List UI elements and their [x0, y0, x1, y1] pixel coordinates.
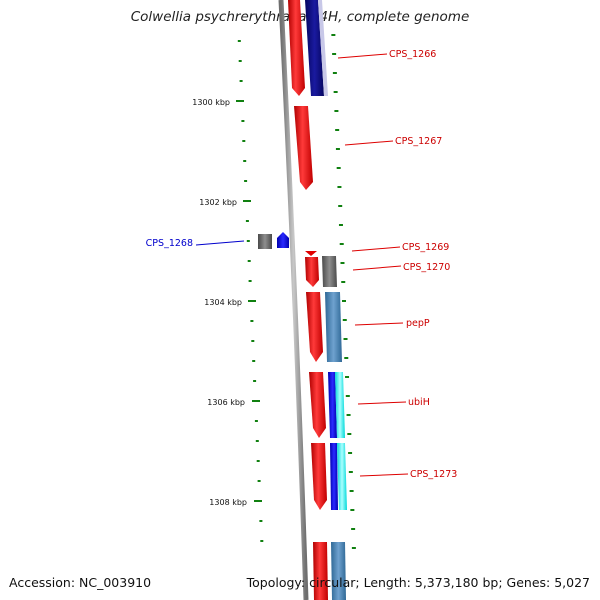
minor-tick: [346, 414, 351, 416]
leader-cps-1266: [337, 53, 388, 59]
gene-cps-1269-arrow[interactable]: [305, 251, 317, 256]
gene-cps-1273-arrow[interactable]: [311, 443, 327, 510]
minor-tick: [348, 452, 353, 454]
minor-tick: [254, 420, 258, 422]
minor-tick: [257, 480, 261, 482]
minor-tick: [253, 380, 257, 382]
minor-tick: [238, 60, 242, 62]
minor-tick: [247, 260, 251, 262]
minor-tick: [243, 160, 247, 162]
leader-pepp: [354, 322, 404, 326]
minor-tick: [335, 129, 340, 131]
major-tick-1306: [252, 400, 260, 402]
minor-tick: [343, 338, 348, 340]
minor-tick: [252, 360, 256, 362]
gene-pepp-arrow[interactable]: [306, 292, 323, 362]
minor-tick: [331, 34, 336, 36]
gene-cps-1266-arrow[interactable]: [288, 0, 305, 96]
minor-tick: [332, 72, 337, 74]
gene-label-cps-1273[interactable]: CPS_1273: [410, 469, 457, 480]
gene-label-cps-1270[interactable]: CPS_1270: [403, 262, 450, 273]
leader-cps-1270: [352, 265, 402, 271]
gene-cps-1270-homolog: [322, 256, 337, 287]
minor-tick: [245, 220, 249, 222]
minor-tick: [237, 40, 241, 42]
leader-cps-1269: [351, 246, 401, 252]
minor-tick: [347, 433, 352, 435]
gene-next-homolog: [331, 542, 346, 600]
leader-cps-1267: [344, 140, 394, 146]
scale-ticks: [237, 34, 356, 549]
minor-tick: [248, 280, 252, 282]
minor-tick: [259, 520, 263, 522]
gene-pepp-homolog: [325, 292, 342, 362]
minor-tick: [340, 262, 345, 264]
genome-backbone: [278, 0, 309, 600]
minor-tick: [351, 547, 356, 549]
minor-tick: [256, 460, 260, 462]
gene-next-arrow[interactable]: [313, 542, 328, 600]
scale-label-1300: 1300 kbp: [192, 98, 230, 107]
gene-cps-1267-arrow[interactable]: [294, 106, 313, 190]
major-tick-1308: [254, 500, 262, 502]
minor-tick: [350, 509, 355, 511]
minor-tick: [255, 440, 259, 442]
major-tick-1300: [236, 100, 244, 102]
accession-text: Accession: NC_003910: [9, 575, 152, 590]
minor-tick: [242, 140, 246, 142]
major-tick-1302: [243, 200, 251, 202]
minor-tick: [342, 319, 347, 321]
minor-tick: [251, 340, 255, 342]
leader-ubih: [357, 401, 407, 405]
scale-label-1306: 1306 kbp: [207, 398, 245, 407]
gene-label-cps-1266[interactable]: CPS_1266: [389, 49, 436, 60]
minor-tick: [260, 540, 264, 542]
minor-tick: [351, 528, 356, 530]
minor-tick: [335, 148, 340, 150]
topology-text: Topology: circular; Length: 5,373,180 bp…: [246, 575, 590, 590]
minor-tick: [333, 91, 338, 93]
minor-tick: [349, 490, 354, 492]
major-tick-1304: [248, 300, 256, 302]
minor-tick: [348, 471, 353, 473]
minor-tick: [241, 120, 245, 122]
minor-tick: [339, 243, 344, 245]
scale-label-1304: 1304 kbp: [204, 298, 242, 307]
minor-tick: [345, 395, 350, 397]
gene-cps-1266-homolog: [305, 0, 328, 96]
leader-cps-1268: [195, 240, 245, 246]
minor-tick: [336, 167, 341, 169]
minor-tick: [246, 240, 250, 242]
minor-tick: [341, 281, 346, 283]
gene-cps-1273-homolog: [330, 443, 347, 510]
minor-tick: [332, 53, 337, 55]
minor-tick: [239, 80, 243, 82]
gene-label-pepp[interactable]: pepP: [406, 318, 430, 329]
leader-cps-1273: [359, 473, 409, 477]
gene-cps-1270-arrow[interactable]: [305, 257, 319, 287]
minor-tick: [244, 180, 248, 182]
gene-cps-1268-arrow[interactable]: [258, 232, 289, 249]
gene-label-cps-1267[interactable]: CPS_1267: [395, 136, 442, 147]
gene-label-cps-1268[interactable]: CPS_1268: [146, 238, 193, 249]
minor-tick: [345, 376, 350, 378]
scale-label-1302: 1302 kbp: [199, 198, 237, 207]
gene-label-ubih[interactable]: ubiH: [408, 397, 430, 408]
scale-label-1308: 1308 kbp: [209, 498, 247, 507]
gene-ubih-homolog: [328, 372, 345, 438]
minor-tick: [342, 300, 346, 302]
minor-tick: [338, 224, 343, 226]
minor-tick: [334, 110, 339, 112]
minor-tick: [344, 357, 349, 359]
minor-tick: [338, 205, 343, 207]
minor-tick: [250, 320, 254, 322]
minor-tick: [337, 186, 342, 188]
gene-ubih-arrow[interactable]: [309, 372, 326, 438]
gene-label-cps-1269[interactable]: CPS_1269: [402, 242, 449, 253]
